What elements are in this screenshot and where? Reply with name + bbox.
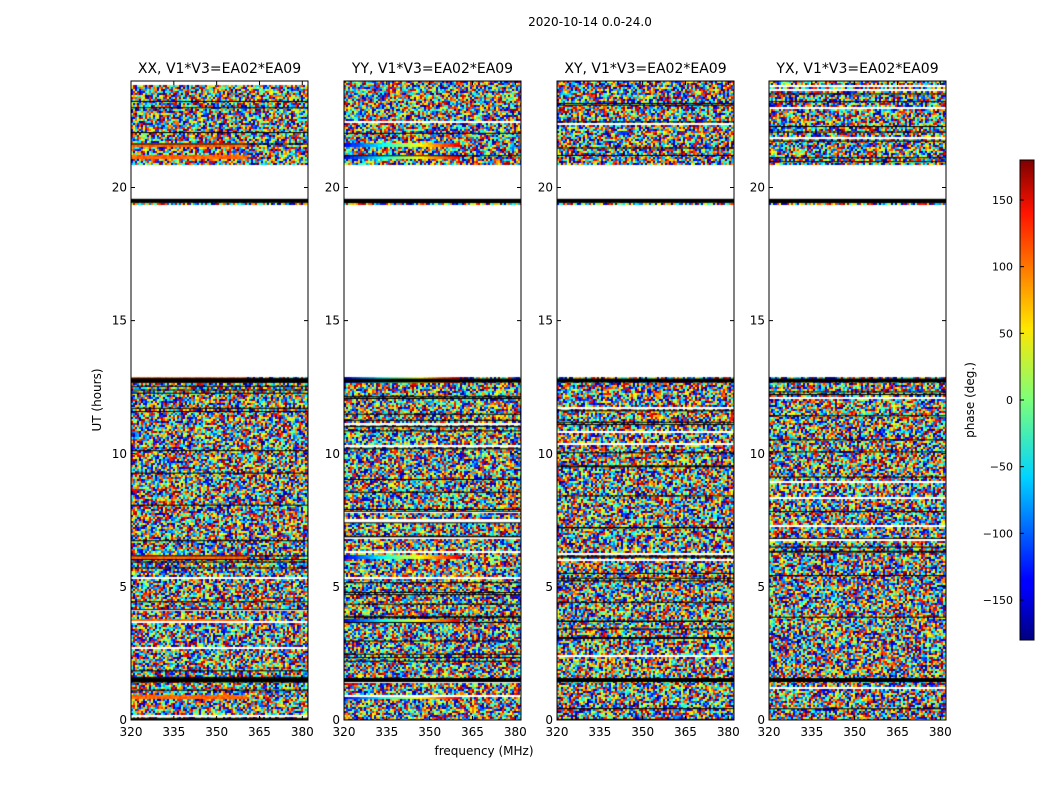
x-tick-label: 320 [333, 725, 356, 739]
y-tick-label: 15 [325, 314, 340, 328]
x-tick-label: 320 [120, 725, 143, 739]
x-tick-label: 335 [800, 725, 823, 739]
panel-title: YX, V1*V3=EA02*EA09 [775, 61, 938, 77]
x-tick-label: 365 [674, 725, 697, 739]
x-tick-label: 350 [418, 725, 441, 739]
colorbar-label: phase (deg.) [963, 362, 977, 438]
colorbar: 150 100 50 0 −50 −100 −150 phase (deg.) [963, 159, 1035, 641]
y-tick-label: 5 [119, 580, 127, 594]
panel-yx: YX, V1*V3=EA02*EA09 320 335 350 365 380 0 5 10 15… [750, 61, 952, 739]
panel-frame [130, 80, 309, 721]
heatmap-yx [769, 81, 946, 720]
colorbar-tick-label: −150 [983, 594, 1013, 607]
x-tick-label: 335 [375, 725, 398, 739]
y-tick-label: 0 [757, 713, 765, 727]
panels: XX, V1*V3=EA02*EA09 320 335 350 365 380 0 5 10 15… [112, 61, 952, 739]
x-axis-label: frequency (MHz) [434, 744, 533, 758]
x-tick-label: 365 [886, 725, 909, 739]
panel-title: XY, V1*V3=EA02*EA09 [564, 61, 726, 77]
y-tick-label: 15 [112, 314, 127, 328]
x-tick-label: 320 [758, 725, 781, 739]
panel-frame [343, 80, 522, 721]
y-axis-label: UT (hours) [90, 368, 104, 431]
colorbar-tick-label: 0 [1006, 394, 1013, 407]
heatmap-canvas [769, 81, 946, 720]
y-tick-label: 0 [119, 713, 127, 727]
y-tick-label: 20 [112, 181, 127, 195]
panel-frame [768, 80, 947, 721]
colorbar-tick-label: 150 [992, 194, 1013, 207]
y-tick-label: 0 [332, 713, 340, 727]
x-tick-label: 320 [546, 725, 569, 739]
heatmap-xy [557, 81, 734, 720]
colorbar-tick-label: −50 [990, 461, 1013, 474]
panel-yy: YY, V1*V3=EA02*EA09 320 335 350 365 380 0 5 10 15… [325, 61, 527, 739]
x-tick-label: 335 [162, 725, 185, 739]
y-tick-label: 20 [538, 181, 553, 195]
y-tick-label: 5 [545, 580, 553, 594]
y-tick-label: 10 [112, 447, 127, 461]
x-tick-label: 380 [717, 725, 740, 739]
x-tick-label: 350 [205, 725, 228, 739]
colorbar-tick-label: 50 [999, 327, 1013, 340]
colorbar-tick-label: 100 [992, 261, 1013, 274]
y-tick-label: 10 [325, 447, 340, 461]
y-tick-label: 20 [325, 181, 340, 195]
x-tick-label: 380 [291, 725, 314, 739]
y-tick-label: 10 [750, 447, 765, 461]
heatmap-canvas [557, 81, 734, 720]
panel-frame [556, 80, 735, 721]
heatmap-xx [131, 81, 308, 720]
x-tick-label: 365 [248, 725, 271, 739]
heatmap-yy [344, 81, 521, 720]
x-tick-label: 350 [843, 725, 866, 739]
x-tick-label: 335 [588, 725, 611, 739]
y-tick-label: 5 [757, 580, 765, 594]
figure-title: 2020-10-14 0.0-24.0 [528, 15, 652, 29]
y-tick-label: 5 [332, 580, 340, 594]
panel-xy: XY, V1*V3=EA02*EA09 320 335 350 365 380 0 5 10 15… [538, 61, 740, 739]
y-tick-label: 15 [538, 314, 553, 328]
y-tick-label: 0 [545, 713, 553, 727]
colorbar-ticks: 150 100 50 0 −50 −100 −150 [983, 194, 1024, 607]
heatmap-canvas [131, 81, 308, 720]
y-tick-label: 20 [750, 181, 765, 195]
colorbar-tick-label: −100 [983, 527, 1013, 540]
panel-title: XX, V1*V3=EA02*EA09 [138, 61, 301, 77]
heatmap-canvas [344, 81, 521, 720]
panel-xx: XX, V1*V3=EA02*EA09 320 335 350 365 380 0 5 10 15… [112, 61, 314, 739]
y-tick-label: 10 [538, 447, 553, 461]
x-tick-label: 350 [631, 725, 654, 739]
x-tick-label: 380 [504, 725, 527, 739]
x-tick-label: 365 [461, 725, 484, 739]
y-tick-label: 15 [750, 314, 765, 328]
x-tick-label: 380 [929, 725, 952, 739]
panel-title: YY, V1*V3=EA02*EA09 [351, 61, 513, 77]
